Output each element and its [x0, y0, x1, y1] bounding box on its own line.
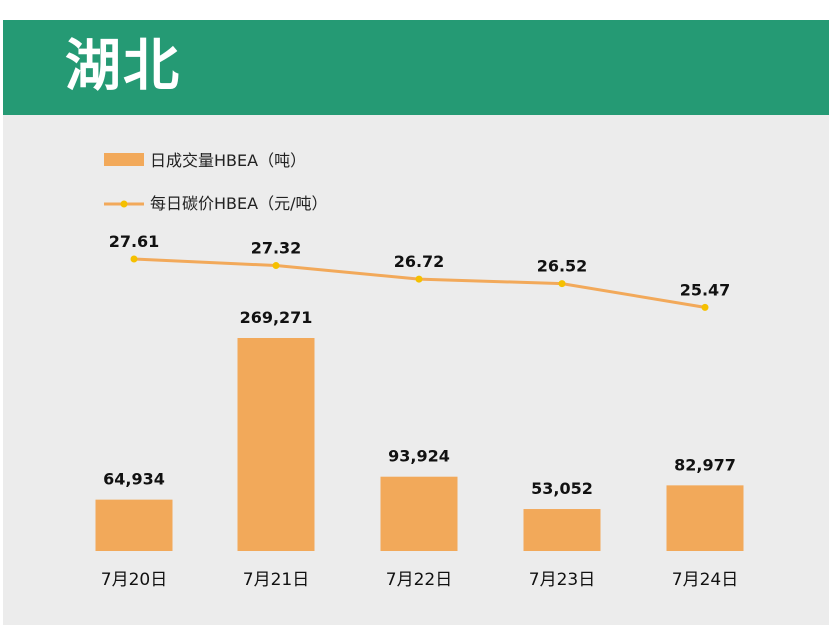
category-label: 7月23日 — [529, 570, 595, 590]
bar-3 — [380, 476, 458, 551]
price-marker-2 — [272, 262, 280, 270]
legend-bar-label: 日成交量HBEA（吨） — [150, 151, 306, 170]
title-banner: 湖北 — [3, 20, 829, 115]
bar-5 — [666, 485, 744, 551]
bar-4 — [523, 509, 601, 551]
category-label: 7月21日 — [243, 570, 309, 590]
legend-bar-swatch — [104, 153, 144, 166]
price-value-label: 26.72 — [394, 252, 445, 271]
bar-value-label: 93,924 — [388, 447, 450, 466]
bar-2 — [237, 338, 315, 551]
bar-value-label: 53,052 — [531, 479, 593, 498]
page-title: 湖北 — [65, 34, 181, 99]
bar-value-label: 64,934 — [103, 470, 165, 489]
bar-1 — [95, 499, 173, 551]
category-label: 7月22日 — [386, 570, 452, 590]
category-label: 7月20日 — [101, 570, 167, 590]
price-value-labels: 27.61 27.32 26.72 26.52 25.47 — [109, 232, 731, 299]
price-value-label: 27.61 — [109, 232, 160, 251]
category-labels: 7月20日 7月21日 7月22日 7月23日 7月24日 — [101, 570, 738, 590]
price-value-label: 25.47 — [680, 280, 731, 299]
bar-value-labels: 64,934 269,271 93,924 53,052 82,977 — [103, 308, 736, 498]
price-marker-5 — [701, 303, 709, 311]
category-label: 7月24日 — [672, 570, 738, 590]
price-marker-1 — [130, 255, 138, 263]
legend-line-label: 每日碳价HBEA（元/吨） — [150, 194, 327, 213]
price-value-label: 27.32 — [251, 239, 302, 258]
price-value-label: 26.52 — [537, 257, 588, 276]
bar-series — [95, 338, 744, 551]
price-marker-3 — [415, 275, 423, 283]
bar-value-label: 269,271 — [240, 308, 313, 327]
price-marker-4 — [558, 280, 566, 288]
price-markers — [130, 255, 709, 311]
legend-line-marker — [120, 200, 128, 208]
bar-value-label: 82,977 — [674, 455, 736, 474]
